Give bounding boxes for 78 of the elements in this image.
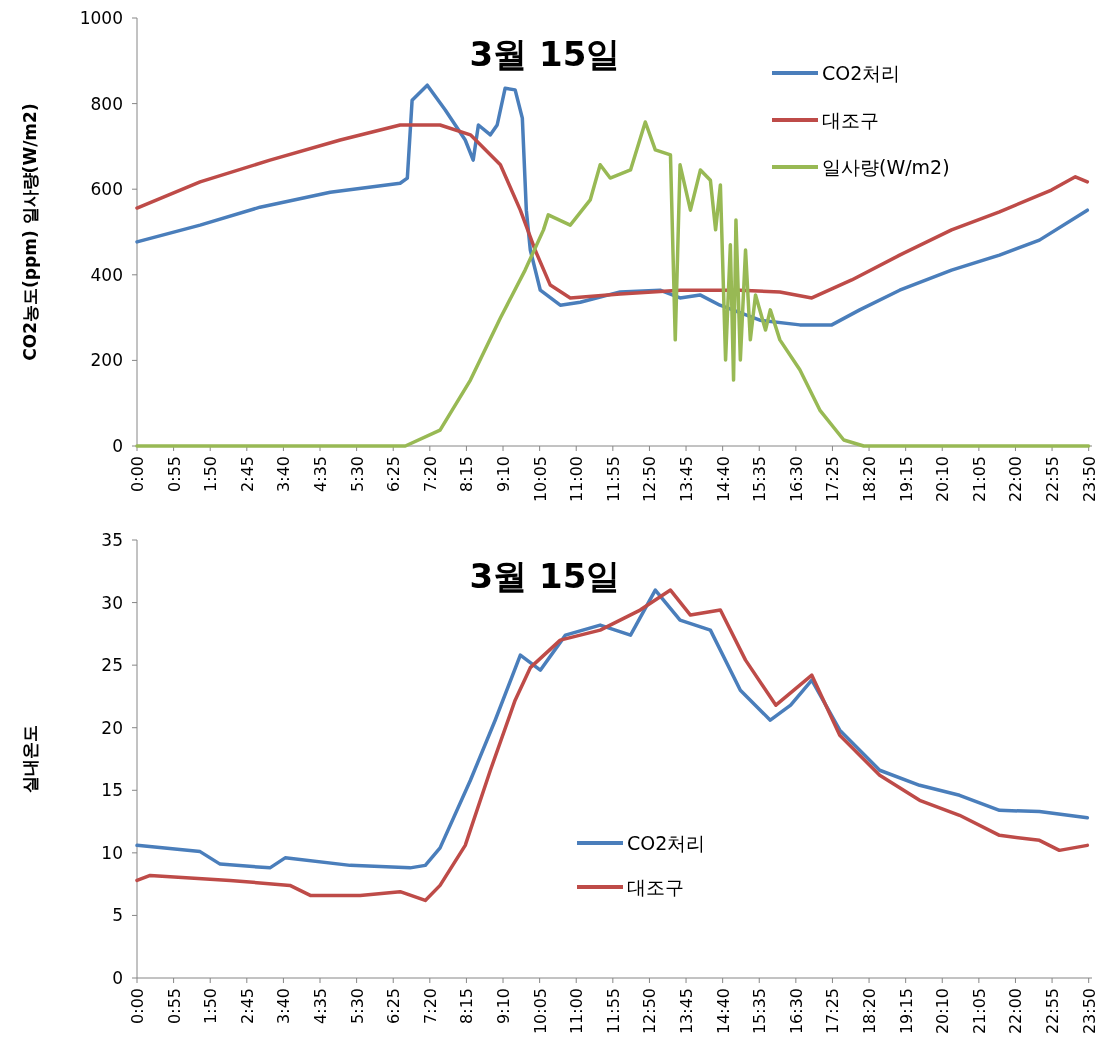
y-axis-title: 실내온도 (20, 725, 40, 793)
x-tick-label: 13:45 (677, 988, 697, 1035)
x-tick-label: 8:15 (457, 988, 477, 1024)
x-tick-label: 3:40 (274, 988, 294, 1024)
x-tick-label: 11:55 (603, 456, 623, 503)
x-tick-label: 2:45 (237, 456, 257, 492)
x-tick-label: 13:45 (677, 456, 697, 503)
x-tick-label: 18:20 (860, 988, 880, 1035)
x-tick-label: 7:20 (420, 988, 440, 1024)
x-tick-label: 14:40 (713, 988, 733, 1035)
text: 3월 15일 (469, 34, 621, 74)
y-tick-label: 25 (101, 655, 123, 676)
y-tick-label: 200 (90, 350, 123, 371)
x-tick-label: 23:50 (1079, 456, 1099, 503)
x-tick-label: 5:30 (347, 456, 367, 492)
line-series (135, 83, 1090, 327)
y-tick-label: 0 (112, 436, 123, 456)
x-tick-label: 2:45 (237, 988, 257, 1024)
x-tick-label: 1:50 (201, 456, 221, 492)
x-tick-label: 22:00 (1006, 456, 1026, 503)
x-tick-label: 20:10 (933, 456, 953, 503)
x-tick-label: 9:10 (494, 456, 514, 492)
x-tick-label: 22:00 (1006, 988, 1026, 1035)
x-tick-label: 22:55 (1043, 988, 1063, 1035)
y-tick-label: 800 (90, 93, 123, 114)
y-tick-label: 10 (101, 842, 123, 863)
x-tick-label: 15:35 (750, 988, 770, 1035)
x-tick-label: 1:50 (201, 988, 221, 1024)
x-tick-label: 11:55 (603, 988, 623, 1035)
legend-label: 대조구 (822, 109, 879, 131)
x-tick-label: 10:05 (530, 988, 550, 1035)
legend-label: 대조구 (627, 876, 684, 898)
y-tick-label: 5 (112, 905, 123, 926)
y-tick-label: 35 (101, 530, 123, 550)
y-tick-label: 0 (112, 968, 123, 988)
legend-label: 일사량(W/m2) (822, 156, 950, 178)
x-tick-label: 11:00 (567, 988, 587, 1035)
x-tick-label: 8:15 (457, 456, 477, 492)
x-tick-label: 0:55 (164, 456, 184, 492)
y-tick-label: 30 (101, 592, 123, 613)
x-tick-label: 15:35 (750, 456, 770, 503)
x-tick-label: 21:05 (969, 456, 989, 503)
y-tick-label: 20 (101, 717, 123, 738)
x-tick-label: 22:55 (1043, 456, 1063, 503)
x-tick-label: 0:00 (128, 988, 147, 1024)
x-tick-label: 17:25 (823, 456, 843, 503)
y-tick-label: 15 (101, 780, 123, 801)
x-tick-label: 21:05 (969, 988, 989, 1035)
x-tick-label: 10:05 (530, 456, 550, 503)
legend-label: CO2처리 (822, 62, 901, 84)
x-tick-label: 6:25 (384, 456, 404, 492)
x-tick-label: 4:35 (311, 456, 331, 492)
x-tick-label: 11:00 (567, 456, 587, 503)
y-axis-title: CO2농도(ppm) 일사량(W/m2) (20, 103, 40, 361)
x-tick-label: 17:25 (823, 988, 843, 1035)
x-tick-label: 20:10 (933, 988, 953, 1035)
x-tick-label: 0:55 (164, 988, 184, 1024)
legend-label: CO2처리 (627, 832, 706, 854)
x-tick-label: 12:50 (640, 456, 660, 503)
x-tick-label: 0:00 (128, 456, 147, 492)
text: 3월 15일 (469, 556, 621, 596)
y-tick-label: 400 (90, 264, 123, 285)
x-tick-label: 14:40 (713, 456, 733, 503)
x-tick-label: 18:20 (860, 456, 880, 503)
x-tick-label: 12:50 (640, 988, 660, 1035)
x-tick-label: 5:30 (347, 988, 367, 1024)
x-tick-label: 19:15 (896, 456, 916, 503)
x-tick-label: 23:50 (1079, 988, 1099, 1035)
y-tick-label: 1000 (79, 8, 123, 28)
x-tick-label: 3:40 (274, 456, 294, 492)
y-tick-label: 600 (90, 179, 123, 200)
x-tick-label: 9:10 (494, 988, 514, 1024)
x-tick-label: 19:15 (896, 988, 916, 1035)
x-tick-label: 4:35 (311, 988, 331, 1024)
x-tick-label: 7:20 (420, 456, 440, 492)
x-tick-label: 6:25 (384, 988, 404, 1024)
x-tick-label: 16:30 (786, 456, 806, 503)
x-tick-label: 16:30 (786, 988, 806, 1035)
